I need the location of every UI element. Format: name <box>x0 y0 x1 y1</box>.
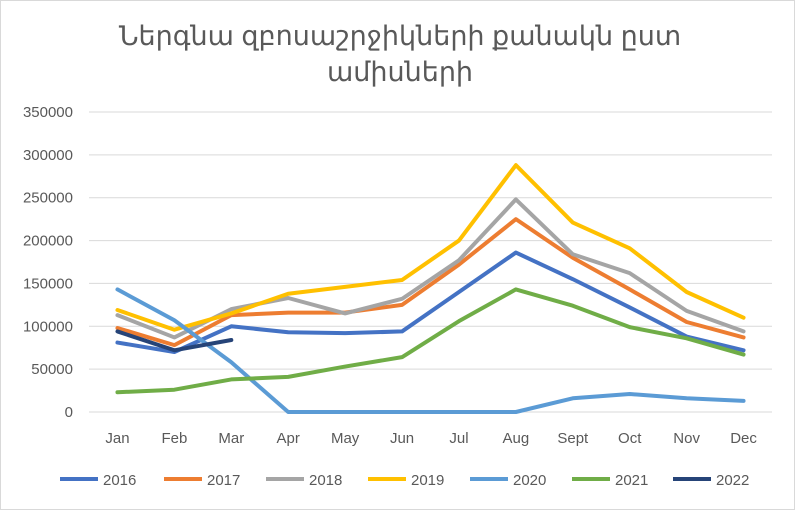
series-line-2016 <box>115 250 746 354</box>
y-tick-label: 350000 <box>23 104 73 121</box>
x-tick-label: Apr <box>277 430 300 447</box>
x-tick-label: Aug <box>503 430 530 447</box>
legend-label-2019: 2019 <box>411 472 444 489</box>
series-line-2021 <box>115 287 746 395</box>
legend-label-2018: 2018 <box>309 472 342 489</box>
x-tick-label: Sept <box>557 430 589 447</box>
x-tick-label: Dec <box>730 430 757 447</box>
y-tick-label: 300000 <box>23 147 73 164</box>
y-tick-label: 150000 <box>23 275 73 292</box>
x-tick-label: May <box>331 430 360 447</box>
y-tick-label: 200000 <box>23 233 73 250</box>
series-line-2022 <box>115 329 234 353</box>
y-tick-label: 50000 <box>31 361 73 378</box>
x-tick-label: Nov <box>673 430 700 447</box>
y-tick-label: 250000 <box>23 190 73 207</box>
chart-title: Ներգնա զբոսաշրջիկների քանակն ըստ ամիսներ… <box>118 21 682 87</box>
series-line-2020 <box>115 287 746 414</box>
x-tick-label: Feb <box>161 430 187 447</box>
y-tick-label: 0 <box>65 404 73 421</box>
legend-label-2017: 2017 <box>207 472 240 489</box>
legend-label-2022: 2022 <box>716 472 749 489</box>
series-line-2019 <box>115 163 746 332</box>
legend-label-2021: 2021 <box>615 472 648 489</box>
x-tick-label: Mar <box>218 430 244 447</box>
series-line-2017 <box>115 217 746 348</box>
x-tick-label: Jan <box>105 430 129 447</box>
x-tick-label: Jun <box>390 430 414 447</box>
x-tick-label: Jul <box>449 430 468 447</box>
x-tick-label: Oct <box>618 430 642 447</box>
series-line-2018 <box>115 197 746 340</box>
legend-label-2016: 2016 <box>103 472 136 489</box>
y-tick-label: 100000 <box>23 318 73 335</box>
legend-label-2020: 2020 <box>513 472 546 489</box>
